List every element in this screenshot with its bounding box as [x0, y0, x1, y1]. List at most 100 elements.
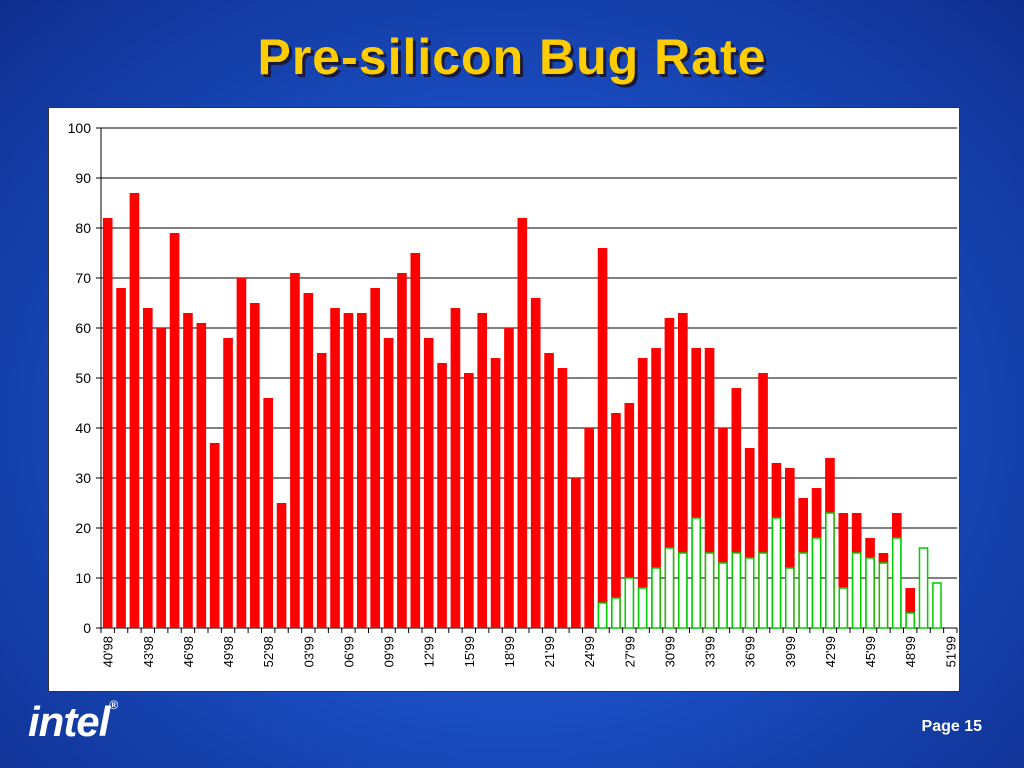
y-tick-label: 100: [68, 120, 92, 136]
bar-red: [477, 313, 488, 628]
bar-red: [223, 338, 233, 628]
x-tick-label: 40'98: [101, 636, 116, 667]
bar-red: [463, 373, 474, 628]
bar-green: [851, 552, 862, 629]
bar-green: [878, 562, 889, 629]
bug-rate-chart: 0 10 20 30 40 50 60 70 80 90 100 40'98 43'98 46'98 49'…: [48, 107, 960, 692]
y-tick-label: 10: [75, 570, 91, 586]
x-tick-label: 46'98: [181, 636, 196, 667]
bar-red: [637, 358, 648, 628]
x-tick-label: 49'98: [221, 636, 236, 667]
bar-green: [932, 582, 942, 629]
bar-green: [611, 597, 621, 629]
x-tick-label: 45'99: [863, 636, 878, 667]
y-tick-label: 80: [75, 220, 91, 236]
x-tick-label: 06'99: [341, 636, 356, 667]
bar-red: [784, 468, 795, 628]
chart-svg: 0 10 20 30 40 50 60 70 80 90 100 40'98 43'98 46'98 49'…: [68, 120, 959, 667]
x-tick-label: 48'99: [903, 636, 918, 667]
bar-green: [758, 552, 768, 629]
y-tick-label: 40: [75, 420, 91, 436]
x-tick-label: 43'98: [141, 636, 156, 667]
bar-green: [637, 587, 648, 629]
bar-green: [798, 552, 809, 629]
page-number: Page 15: [921, 718, 982, 735]
bar-red: [624, 403, 635, 628]
bar-green: [838, 587, 849, 629]
bar-red: [557, 368, 568, 628]
bar-red: [276, 503, 287, 628]
bar-red: [611, 413, 621, 628]
bar-red: [142, 308, 153, 628]
bar-red: [263, 398, 274, 628]
bar-red: [437, 363, 447, 628]
bar-red: [156, 328, 167, 628]
bar-red: [677, 313, 688, 628]
bar-red: [691, 348, 702, 628]
bar-green: [624, 577, 635, 629]
bar-red: [356, 313, 367, 628]
bar-red: [330, 308, 340, 628]
bar-green: [744, 557, 755, 629]
bar-red: [397, 273, 407, 628]
bar-green: [731, 552, 742, 629]
bar-red: [249, 303, 260, 628]
bar-red: [129, 193, 140, 628]
bar-red: [838, 513, 849, 628]
bar-red: [423, 338, 434, 628]
x-tick-label: 51'99: [943, 636, 958, 667]
bar-red: [290, 273, 300, 628]
bar-green: [771, 517, 782, 629]
y-tick-label: 90: [75, 170, 91, 186]
bar-red: [905, 588, 916, 628]
x-tick-label: 39'99: [783, 636, 798, 667]
y-tick-label: 70: [75, 270, 91, 286]
bar-red: [316, 353, 327, 628]
x-tick-label: 15'99: [462, 636, 477, 667]
bar-red: [530, 298, 541, 628]
x-tick-label: 03'99: [301, 636, 316, 667]
logo-text: intel: [28, 698, 110, 745]
bar-red: [303, 293, 314, 628]
bar-green: [597, 602, 608, 629]
bar-red: [758, 373, 768, 628]
bar-red: [718, 428, 728, 628]
bar-red: [410, 253, 421, 628]
bar-red: [544, 353, 554, 628]
y-tick-label: 0: [83, 620, 91, 636]
bar-red: [731, 388, 742, 628]
bar-green: [651, 567, 661, 629]
x-tick-label: 36'99: [743, 636, 758, 667]
x-tick-label: 33'99: [703, 636, 718, 667]
bar-green: [664, 547, 675, 629]
bar-red: [744, 448, 755, 628]
bar-red: [490, 358, 501, 628]
bar-red: [102, 218, 113, 628]
bar-green: [784, 567, 795, 629]
bar-green: [677, 552, 688, 629]
bar-red: [236, 278, 247, 628]
bar-red: [651, 348, 661, 628]
bar-green: [891, 537, 902, 629]
bar-red: [196, 323, 207, 628]
bar-green: [865, 557, 875, 629]
x-tick-label: 52'98: [261, 636, 276, 667]
x-tick-label: 24'99: [582, 636, 597, 667]
x-tick-label: 27'99: [622, 636, 637, 667]
bar-red: [183, 313, 193, 628]
bar-red: [343, 313, 354, 628]
x-tick-label: 12'99: [422, 636, 437, 667]
bar-red: [370, 288, 381, 628]
bar-red: [169, 233, 180, 628]
slide-title: Pre-silicon Bug Rate: [257, 29, 767, 85]
intel-logo: intel®: [28, 698, 118, 746]
bar-red: [570, 478, 581, 628]
y-tick-label: 60: [75, 320, 91, 336]
y-tick-label: 20: [75, 520, 91, 536]
x-tick-label: 09'99: [382, 636, 397, 667]
x-tick-label: 30'99: [662, 636, 677, 667]
bar-green: [811, 537, 822, 629]
y-tick-label: 50: [75, 370, 91, 386]
bar-red: [704, 348, 715, 628]
bar-red: [383, 338, 394, 628]
